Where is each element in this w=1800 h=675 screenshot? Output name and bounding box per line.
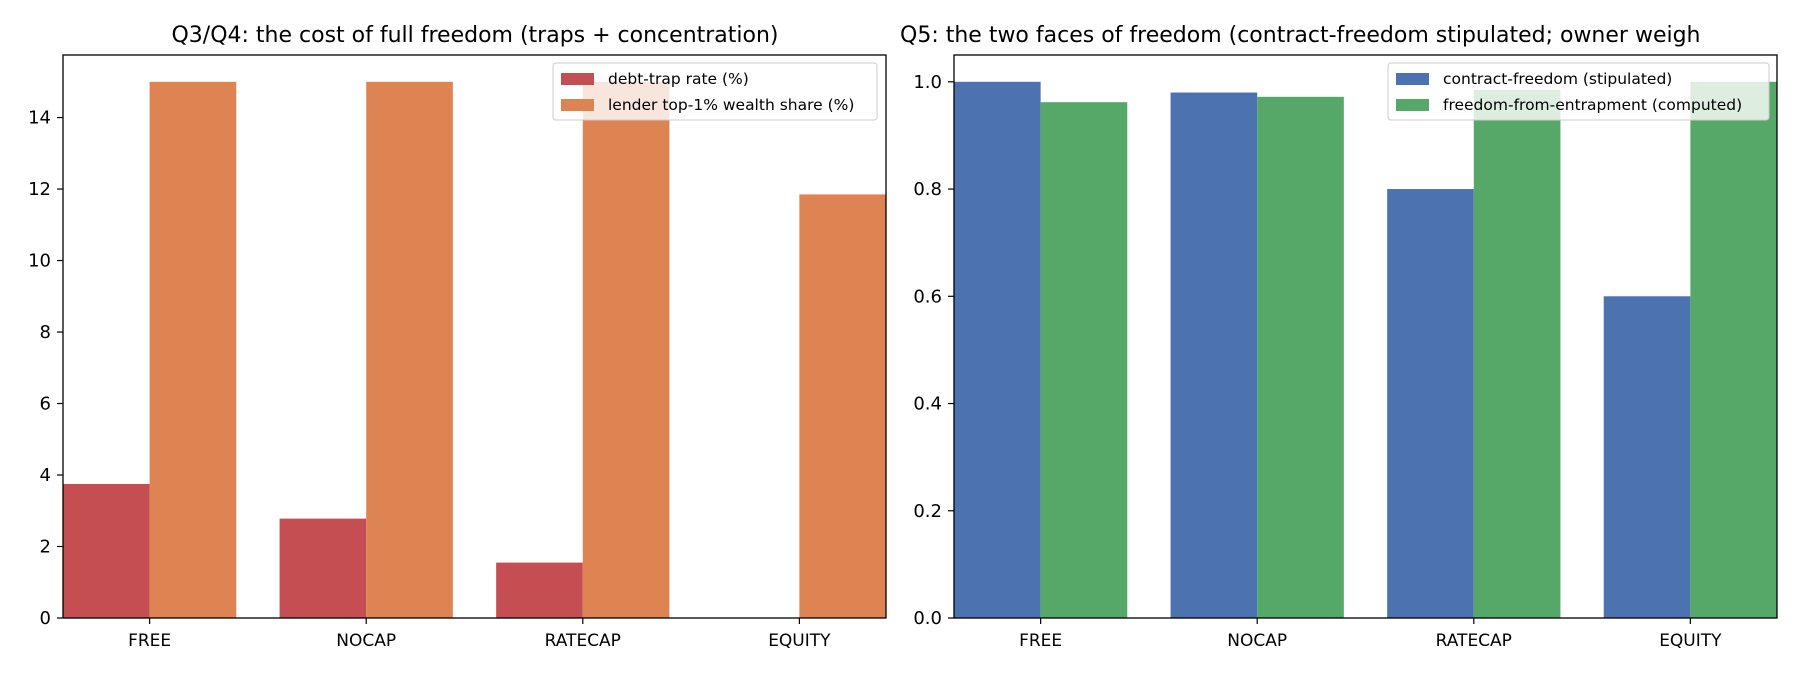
y-tick-label: 8 [40,322,51,343]
bar [63,483,150,618]
x-tick-label: RATECAP [545,631,621,651]
bar [1170,92,1258,619]
legend-label: freedom-from-entrapment (computed) [1443,96,1742,114]
legend-label: contract-freedom (stipulated) [1443,70,1672,88]
y-tick-label: 0.6 [913,286,942,307]
y-tick-label: 6 [40,394,51,415]
plot-frame [953,54,1778,619]
x-tick-label: NOCAP [1227,631,1287,651]
legend: debt-trap rate (%) lender top-1% wealth … [552,62,878,121]
bars [63,81,886,619]
x-axis: FREE NOCAP RATECAP EQUITY [128,618,831,651]
bar [366,81,453,619]
legend-label: lender top-1% wealth share (%) [608,96,854,114]
y-tick-label: 2 [40,537,51,558]
plot-frame [62,54,887,619]
y-tick-label: 10 [28,251,51,272]
y-tick-label: 0.0 [913,608,942,629]
bar [1690,81,1777,619]
y-tick-label: 12 [28,179,51,200]
y-tick-label: 4 [40,465,51,486]
y-tick-label: 0.8 [913,179,942,200]
x-axis: FREE NOCAP RATECAP EQUITY [1019,618,1722,651]
bar [1040,102,1128,619]
x-tick-label: RATECAP [1436,631,1512,651]
chart-title: Q5: the two faces of freedom (contract-f… [900,23,1701,48]
legend-swatch [1396,73,1429,85]
bar [954,81,1041,619]
chart-title: Q3/Q4: the cost of full freedom (traps +… [171,23,778,48]
x-tick-label: EQUITY [768,631,831,651]
chart-two-faces-of-freedom: Q5: the two faces of freedom (contract-f… [900,23,1778,651]
bar [1473,89,1561,619]
chart-trap-and-concentration: Q3/Q4: the cost of full freedom (traps +… [28,23,887,651]
bar [1257,96,1344,618]
y-axis: 0.0 0.2 0.4 0.6 0.8 1.0 [913,72,954,629]
bar [496,562,583,618]
x-tick-label: FREE [1019,631,1062,651]
legend-swatch [1396,99,1429,111]
bar [1387,189,1474,619]
legend-swatch [561,73,594,85]
y-tick-label: 1.0 [913,72,942,93]
x-tick-label: FREE [128,631,171,651]
y-axis: 0 2 4 6 8 10 12 14 [28,108,63,629]
bar [1603,296,1691,618]
y-tick-label: 0 [40,608,51,629]
y-tick-label: 0.4 [913,394,942,415]
bar [279,518,367,618]
bars [954,81,1777,619]
x-tick-label: NOCAP [336,631,396,651]
legend-swatch [561,99,594,111]
bar [149,81,237,619]
legend: contract-freedom (stipulated) freedom-fr… [1387,62,1770,121]
bar [582,81,670,619]
y-tick-label: 0.2 [913,501,942,522]
bar [799,194,886,618]
legend-box [1387,62,1770,121]
legend-label: debt-trap rate (%) [608,70,749,88]
legend-box [552,62,878,121]
y-tick-label: 14 [28,108,51,129]
x-tick-label: EQUITY [1659,631,1722,651]
